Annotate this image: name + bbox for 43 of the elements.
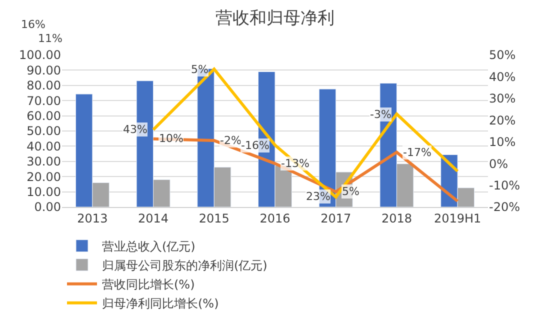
annotation: -3% [370, 108, 392, 121]
legend-label: 归属母公司股东的净利润(亿元) [102, 258, 268, 272]
annotation: 23% [306, 190, 330, 203]
legend-label: 营收同比增长(%) [102, 278, 195, 292]
y-tick-label: 90.00 [26, 63, 61, 78]
y-tick-label: 60.00 [26, 109, 61, 123]
annotation: -16% [241, 139, 270, 152]
x-tick-label: 2017 [320, 211, 352, 226]
x-tick-label: 2013 [77, 211, 108, 226]
y-tick-label: 20.00 [26, 170, 61, 184]
annotation: 5% [342, 185, 360, 198]
y-tick-label: 10.00 [26, 185, 61, 199]
y2-tick-label: 0% [489, 156, 508, 171]
annotation: -17% [403, 146, 432, 159]
legend-label: 营业总收入(亿元) [102, 240, 196, 254]
y2-tick-label: 20% [489, 113, 516, 128]
y-tick-label: 0.00 [34, 200, 61, 214]
x-tick-label: 2015 [198, 211, 230, 226]
y2-tick-label: 50% [489, 48, 516, 62]
text: 16% [21, 18, 46, 31]
x-tick-label: 2014 [138, 211, 169, 226]
x-tick-label: 2018 [381, 211, 412, 226]
y-tick-label: 40.00 [26, 139, 61, 154]
y-tick-label: 80.00 [26, 78, 61, 93]
y-tick-label: 100.00 [19, 48, 61, 62]
y2-tick-label: 30% [489, 92, 516, 106]
y2-tick-label: -20% [489, 200, 520, 214]
annotation: 10% [159, 132, 184, 145]
chart-title: 营收和归母净利 [216, 8, 334, 28]
annotation: 43% [123, 123, 148, 136]
legend-label: 归母净利同比增长(%) [102, 296, 219, 310]
x-tick-label: 2019H1 [434, 211, 482, 226]
y2-tick-label: 10% [489, 135, 516, 150]
y2-tick-label: -10% [489, 178, 520, 192]
y2-tick-label: 40% [489, 70, 516, 84]
annotation: -2% [220, 134, 242, 147]
x-tick-label: 2016 [260, 211, 290, 226]
text: 11% [38, 32, 62, 45]
annotation: -13% [281, 157, 310, 170]
annotation: 5% [191, 63, 208, 76]
y-tick-label: 50.00 [26, 124, 61, 138]
y-tick-label: 70.00 [26, 94, 61, 108]
y-tick-label: 30.00 [26, 154, 61, 169]
